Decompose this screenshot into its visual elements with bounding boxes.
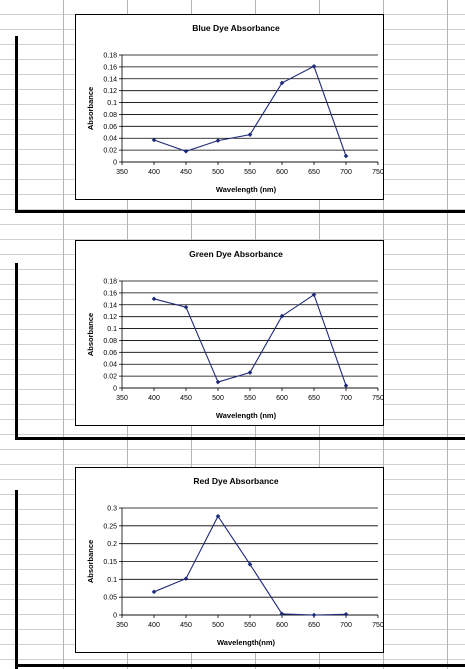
x-tick-label: 450: [180, 622, 192, 629]
x-tick-label: 600: [276, 169, 288, 176]
y-tick-label: 0.12: [103, 314, 117, 321]
data-point[interactable]: [247, 562, 253, 567]
x-tick-label: 400: [148, 622, 160, 629]
y-tick-label: 0.16: [103, 64, 117, 71]
chart-panel-blue[interactable]: Blue Dye Absorbance 0 0.02 0.04 0.06 0.08 0.1 0…: [75, 14, 384, 200]
y-tick-label: 0: [113, 160, 117, 167]
data-point[interactable]: [311, 612, 317, 618]
data-point[interactable]: [311, 63, 317, 69]
data-point[interactable]: [247, 370, 253, 375]
data-point[interactable]: [215, 513, 221, 519]
chart-title: Red Dye Absorbance: [193, 476, 278, 486]
series-line: [153, 65, 347, 157]
x-tick-label: 550: [244, 169, 256, 176]
x-tick-label: 750: [372, 395, 383, 402]
data-point[interactable]: [343, 153, 349, 159]
y-tick-label: 0.15: [103, 559, 117, 566]
y-tick-label: 0.18: [103, 279, 117, 286]
bottom-border-line-1: [15, 210, 465, 213]
y-tick-label: 0.1: [107, 577, 117, 584]
x-tick-label: 550: [244, 622, 256, 629]
chart-title: Blue Dye Absorbance: [192, 23, 280, 33]
y-tick-label: 0.04: [103, 136, 117, 143]
x-tick-label: 750: [372, 622, 383, 629]
y-tick-label: 0.3: [107, 506, 117, 513]
data-point[interactable]: [183, 149, 189, 154]
x-tick-label: 550: [244, 395, 256, 402]
left-border-line-2: [15, 263, 18, 440]
x-tick-label: 650: [308, 395, 320, 402]
y-tick-label: 0: [113, 613, 117, 620]
data-point[interactable]: [151, 589, 157, 595]
chart-panel-green[interactable]: Green Dye Absorbance 0 0.02 0.04 0.06 0.08 0.1…: [75, 240, 384, 426]
data-point[interactable]: [183, 304, 189, 310]
x-tick-label: 650: [308, 169, 320, 176]
x-tick-label: 700: [340, 169, 352, 176]
left-border-line-1: [15, 36, 18, 213]
chart-svg: Blue Dye Absorbance 0 0.02 0.04 0.06 0.08 0.1 0…: [86, 23, 383, 194]
x-tick-label: 400: [148, 169, 160, 176]
x-tick-label: 450: [180, 169, 192, 176]
y-tick-label: 0.06: [103, 124, 117, 131]
chart-title: Green Dye Absorbance: [189, 249, 283, 259]
y-tick-label: 0: [113, 386, 117, 393]
y-tick-label: 0.14: [103, 76, 117, 83]
bottom-border-line-3: [15, 664, 465, 667]
x-axis-title: Wavelength (nm): [216, 411, 277, 420]
x-tick-label: 500: [212, 622, 224, 629]
data-point[interactable]: [151, 296, 157, 302]
data-point[interactable]: [183, 576, 189, 581]
x-tick-label: 500: [212, 169, 224, 176]
y-tick-label: 0.04: [103, 362, 117, 369]
data-point[interactable]: [279, 611, 285, 617]
x-tick-label: 350: [116, 169, 128, 176]
y-tick-label: 0.1: [107, 326, 117, 333]
y-tick-label: 0.1: [107, 100, 117, 107]
x-tick-label: 350: [116, 395, 128, 402]
x-tick-label: 350: [116, 622, 128, 629]
x-tick-label: 500: [212, 395, 224, 402]
x-tick-label: 400: [148, 395, 160, 402]
x-tick-label: 700: [340, 395, 352, 402]
bottom-border-line-2: [15, 437, 465, 440]
y-tick-label: 0.02: [103, 374, 117, 381]
x-axis-title: Wavelength(nm): [217, 638, 276, 647]
x-tick-label: 700: [340, 622, 352, 629]
y-tick-label: 0.02: [103, 148, 117, 155]
y-tick-label: 0.14: [103, 302, 117, 309]
y-tick-label: 0.06: [103, 350, 117, 357]
chart-panel-red[interactable]: Red Dye Absorbance 0 0.05 0.1 0.15 0.2 0.25 0.3…: [75, 467, 384, 653]
y-tick-label: 0.12: [103, 88, 117, 95]
data-point[interactable]: [151, 137, 157, 143]
y-axis-title: Absorbance: [86, 540, 95, 583]
y-tick-label: 0.08: [103, 112, 117, 119]
data-point[interactable]: [215, 379, 221, 385]
x-tick-label: 600: [276, 622, 288, 629]
y-tick-label: 0.25: [103, 523, 117, 530]
x-tick-label: 600: [276, 395, 288, 402]
x-axis-title: Wavelength (nm): [216, 185, 277, 194]
y-tick-label: 0.08: [103, 338, 117, 345]
chart-svg: Red Dye Absorbance 0 0.05 0.1 0.15 0.2 0.25 0.3…: [86, 476, 383, 647]
x-tick-label: 650: [308, 622, 320, 629]
data-point[interactable]: [343, 383, 349, 388]
chart-svg: Green Dye Absorbance 0 0.02 0.04 0.06 0.08 0.1…: [86, 249, 383, 420]
data-point[interactable]: [279, 80, 285, 86]
data-point[interactable]: [215, 138, 221, 143]
x-tick-label: 750: [372, 169, 383, 176]
y-axis-title: Absorbance: [86, 87, 95, 130]
x-tick-label: 450: [180, 395, 192, 402]
left-border-line-3: [15, 490, 18, 669]
y-tick-label: 0.05: [103, 595, 117, 602]
y-tick-label: 0.18: [103, 53, 117, 60]
data-point[interactable]: [343, 611, 349, 617]
y-tick-label: 0.16: [103, 290, 117, 297]
y-axis-title: Absorbance: [86, 313, 95, 356]
y-tick-label: 0.2: [107, 541, 117, 548]
